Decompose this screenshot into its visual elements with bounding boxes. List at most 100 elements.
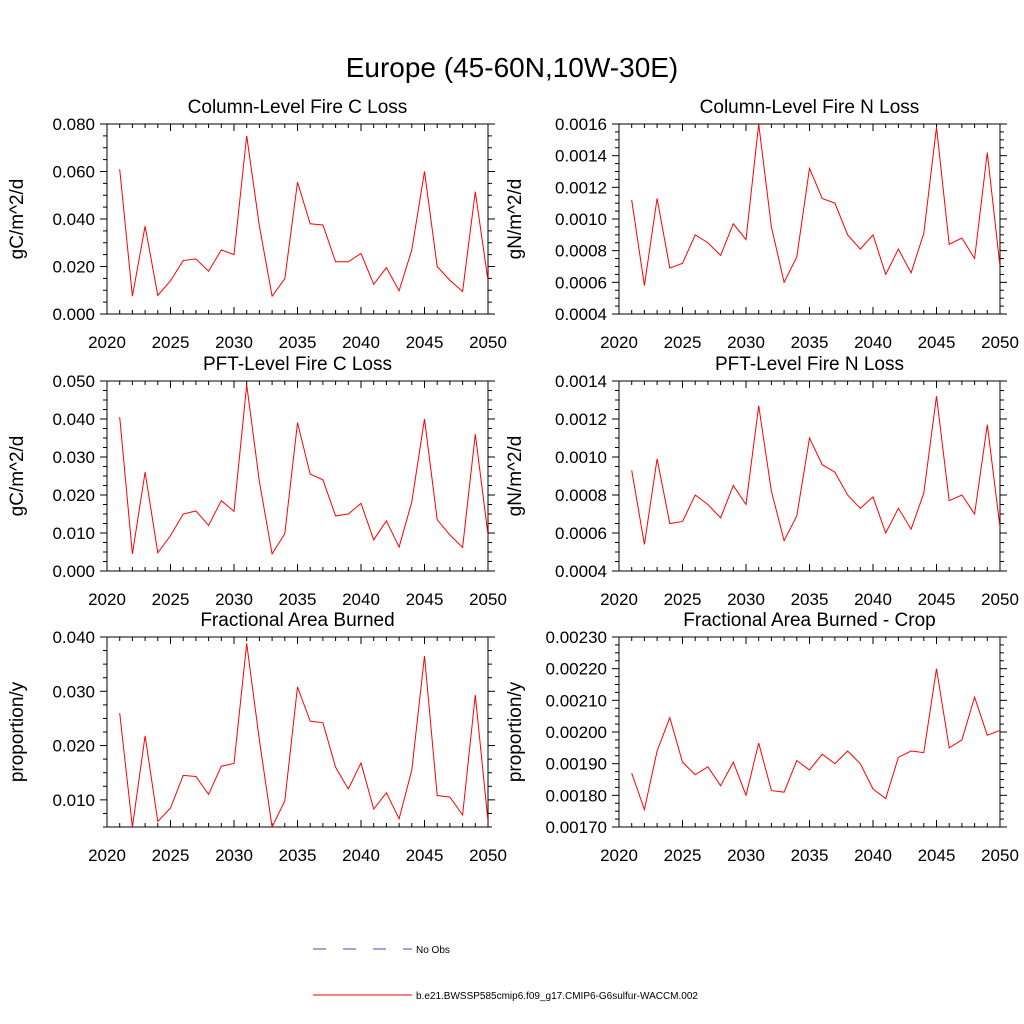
x-tick-label: 2020 (88, 333, 126, 352)
y-tick-label: 0.020 (52, 258, 95, 277)
x-tick-label: 2020 (600, 590, 638, 609)
x-tick-label: 2030 (727, 846, 765, 865)
y-tick-label: 0.030 (52, 448, 95, 467)
y-axis-label-column-c-loss: gC/m^2/d (7, 179, 28, 260)
x-tick-label: 2030 (727, 333, 765, 352)
plot-frame-area-burned (106, 636, 489, 828)
x-tick-label: 2050 (981, 333, 1019, 352)
panel-title-column-n-loss: Column-Level Fire N Loss (700, 97, 920, 118)
figure-title: Europe (45-60N,10W-30E) (346, 52, 679, 83)
y-tick-label: 0.040 (52, 210, 95, 229)
y-tick-label: 0.0004 (555, 562, 607, 581)
y-tick-label: 0.00220 (546, 660, 607, 679)
y-tick-label: 0.0010 (555, 210, 607, 229)
x-tick-label: 2035 (791, 590, 829, 609)
legend-label-no-obs: No Obs (416, 945, 450, 956)
panel-column-n-loss: Column-Level Fire N Loss 2020 2025 2030 2035… (505, 97, 1019, 352)
panel-pft-c-loss: PFT-Level Fire C Loss 2020 2025 2030 2035 204… (7, 354, 507, 609)
panel-column-c-loss: Column-Level Fire C Loss 2020 2025 2030 2035… (7, 97, 507, 352)
x-tick-label: 2040 (854, 333, 892, 352)
y-tick-label: 0.000 (52, 562, 95, 581)
y-tick-label: 0.050 (52, 372, 95, 391)
series-line-pft-n-loss (631, 396, 1000, 545)
plot-frame-column-n-loss (618, 123, 1001, 315)
x-tick-label: 2040 (854, 846, 892, 865)
x-tick-label: 2040 (342, 846, 380, 865)
y-axis-label-pft-n-loss: gN/m^2/d (505, 436, 526, 517)
x-tick-label: 2020 (88, 846, 126, 865)
x-tick-label: 2040 (342, 590, 380, 609)
y-tick-label: 0.040 (52, 410, 95, 429)
x-tick-label: 2035 (279, 333, 317, 352)
plot-frame-area-burned-crop (618, 636, 1001, 828)
y-axis-label-pft-c-loss: gC/m^2/d (7, 436, 28, 517)
y-tick-label: 0.080 (52, 115, 95, 134)
y-tick-label: 0.000 (52, 305, 95, 324)
x-tick-label: 2020 (600, 846, 638, 865)
series-line-pft-c-loss (119, 384, 488, 556)
series-line-column-c-loss (119, 135, 488, 298)
x-tick-label: 2030 (215, 846, 253, 865)
x-tick-label: 2050 (981, 846, 1019, 865)
y-tick-label: 0.00180 (546, 786, 607, 805)
x-tick-label: 2025 (664, 590, 702, 609)
panel-title-area-burned: Fractional Area Burned (200, 610, 394, 631)
y-tick-label: 0.030 (52, 682, 95, 701)
plot-frame-pft-n-loss (618, 380, 1001, 572)
panel-title-pft-n-loss: PFT-Level Fire N Loss (715, 354, 904, 375)
y-tick-label: 0.0010 (555, 448, 607, 467)
plot-frame-pft-c-loss (106, 380, 489, 572)
y-tick-label: 0.00200 (546, 723, 607, 742)
legend-label-model-run: b.e21.BWSSP585cmip6.f09_g17.CMIP6-G6sulf… (416, 991, 698, 1002)
x-tick-label: 2035 (791, 333, 829, 352)
y-tick-label: 0.00210 (546, 691, 607, 710)
y-axis-label-area-burned: proportion/y (7, 681, 28, 782)
x-tick-label: 2030 (215, 333, 253, 352)
x-tick-label: 2050 (469, 590, 507, 609)
y-tick-label: 0.0004 (555, 305, 607, 324)
x-tick-label: 2020 (600, 333, 638, 352)
x-tick-label: 2045 (918, 333, 956, 352)
panel-title-area-burned-crop: Fractional Area Burned - Crop (683, 610, 935, 631)
panel-pft-n-loss: PFT-Level Fire N Loss 2020 2025 2030 2035 204… (505, 354, 1019, 609)
y-tick-label: 0.060 (52, 163, 95, 182)
x-tick-label: 2050 (981, 590, 1019, 609)
y-tick-label: 0.020 (52, 737, 95, 756)
panel-title-pft-c-loss: PFT-Level Fire C Loss (203, 354, 392, 375)
y-tick-label: 0.040 (52, 628, 95, 647)
y-tick-label: 0.0012 (555, 410, 607, 429)
x-tick-label: 2035 (279, 590, 317, 609)
y-axis-label-column-n-loss: gN/m^2/d (505, 179, 526, 260)
x-tick-label: 2025 (152, 333, 190, 352)
x-tick-label: 2045 (406, 333, 444, 352)
legend: No Obs b.e21.BWSSP585cmip6.f09_g17.CMIP6… (313, 945, 698, 1002)
y-tick-label: 0.010 (52, 791, 95, 810)
y-tick-label: 0.0006 (555, 524, 607, 543)
panel-title-column-c-loss: Column-Level Fire C Loss (188, 97, 408, 118)
x-tick-label: 2025 (664, 846, 702, 865)
series-line-column-n-loss (631, 124, 1000, 286)
y-axis-label-area-burned-crop: proportion/y (505, 681, 526, 782)
y-tick-label: 0.0008 (555, 242, 607, 261)
y-tick-label: 0.0006 (555, 273, 607, 292)
x-tick-label: 2040 (342, 333, 380, 352)
x-tick-label: 2035 (791, 846, 829, 865)
y-tick-label: 0.010 (52, 524, 95, 543)
x-tick-label: 2030 (215, 590, 253, 609)
x-tick-label: 2045 (406, 846, 444, 865)
panel-area-burned: Fractional Area Burned 2020 2025 2030 2035 20… (7, 610, 507, 865)
y-tick-label: 0.00190 (546, 755, 607, 774)
x-tick-label: 2030 (727, 590, 765, 609)
y-tick-label: 0.0012 (555, 178, 607, 197)
panels: Column-Level Fire C Loss 2020 2025 2030 2035… (7, 97, 1019, 865)
x-tick-label: 2025 (664, 333, 702, 352)
y-tick-label: 0.00170 (546, 818, 607, 837)
y-tick-label: 0.020 (52, 486, 95, 505)
x-tick-label: 2045 (918, 846, 956, 865)
y-tick-label: 0.0014 (555, 147, 607, 166)
x-tick-label: 2050 (469, 333, 507, 352)
y-tick-label: 0.0014 (555, 372, 607, 391)
x-tick-label: 2045 (406, 590, 444, 609)
x-tick-label: 2020 (88, 590, 126, 609)
